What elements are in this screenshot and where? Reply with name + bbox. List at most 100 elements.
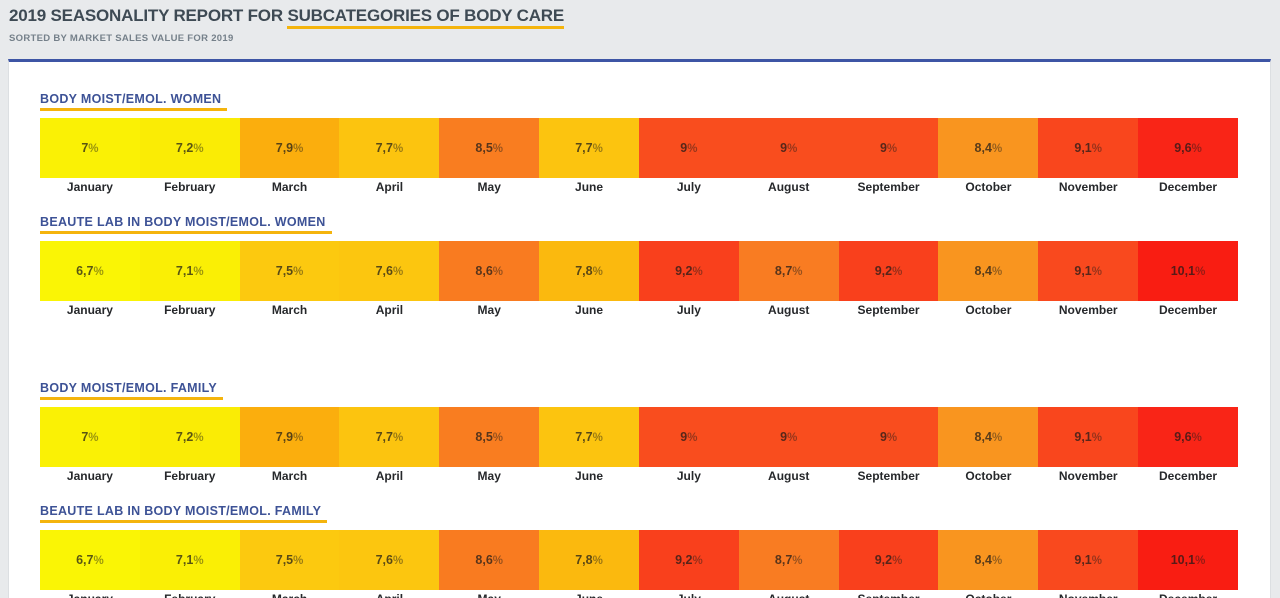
- month-label: April: [375, 469, 404, 483]
- heatmap-cell[interactable]: 9,2%: [638, 530, 739, 590]
- cell-value: 9,1%: [1074, 553, 1102, 567]
- heatmap-cell[interactable]: 7,2%: [139, 118, 240, 178]
- page-title-prefix: 2019 SEASONALITY REPORT FOR: [9, 6, 283, 25]
- heatmap-cell[interactable]: 9%: [838, 407, 939, 467]
- heatmap-cell[interactable]: 7,7%: [339, 407, 440, 467]
- month-label: September: [857, 180, 920, 194]
- heatmap-cell[interactable]: 7%: [40, 407, 140, 467]
- report-header: 2019 SEASONALITY REPORT FOR SUBCATEGORIE…: [0, 0, 1280, 44]
- month-label: February: [164, 469, 216, 483]
- month-label: February: [164, 303, 216, 317]
- heatmap-cell[interactable]: 7,7%: [339, 118, 440, 178]
- cell-value: 10,1%: [1170, 264, 1206, 278]
- cell-value: 9,1%: [1074, 264, 1102, 278]
- heatmap-cell[interactable]: 8,5%: [439, 407, 540, 467]
- heatmap-cell[interactable]: 7,7%: [539, 118, 639, 178]
- month-label: December: [1159, 469, 1218, 483]
- cell-value: 7,7%: [575, 141, 603, 155]
- month-label: July: [676, 469, 701, 483]
- cell-value: 9,1%: [1074, 141, 1102, 155]
- cell-value: 7%: [81, 430, 99, 444]
- cell-value: 7,7%: [375, 430, 404, 444]
- cell-value: 7,9%: [275, 430, 304, 444]
- heatmap-cell[interactable]: 7,8%: [539, 241, 639, 301]
- category-groups: BODY MOIST/EMOL. WOMEN 7% 7,2% 7,9% 7,7% 8,5…: [40, 90, 1238, 598]
- heatmap-cell[interactable]: 9,1%: [1038, 118, 1139, 178]
- month-labels-row: January February March April May June July Augu…: [40, 469, 1238, 484]
- month-label: December: [1138, 592, 1238, 598]
- heatmap-cell[interactable]: 8,6%: [439, 241, 540, 301]
- month-label: August: [768, 469, 810, 483]
- heatmap-cell[interactable]: 8,4%: [938, 241, 1039, 301]
- heatmap-cell[interactable]: 6,7%: [40, 241, 140, 301]
- heatmap-cell[interactable]: 6,7%: [40, 530, 140, 590]
- heatmap-cell[interactable]: 10,1%: [1138, 241, 1238, 301]
- heatmap-cell[interactable]: 7,2%: [139, 407, 240, 467]
- month-label: May: [439, 592, 539, 598]
- cell-value: 8,6%: [475, 553, 504, 567]
- heatmap-cell[interactable]: 9,1%: [1038, 241, 1139, 301]
- month-label: June: [575, 180, 604, 194]
- heatmap-cell[interactable]: 9,6%: [1138, 407, 1238, 467]
- heatmap-cell[interactable]: 9%: [638, 118, 739, 178]
- heatmap-cell[interactable]: 8,5%: [439, 118, 540, 178]
- heatmap-cell[interactable]: 7%: [40, 118, 140, 178]
- month-label: January: [40, 592, 140, 598]
- cell-value: 8,7%: [774, 553, 803, 567]
- heatmap-cell[interactable]: 9,1%: [1038, 530, 1139, 590]
- month-label: November: [1058, 303, 1118, 317]
- month-label: September: [857, 469, 920, 483]
- heatmap-cell[interactable]: 9,2%: [838, 241, 939, 301]
- month-label: October: [965, 469, 1012, 483]
- month-label: February: [140, 592, 240, 598]
- heatmap-cell[interactable]: 10,1%: [1138, 530, 1238, 590]
- month-label: October: [938, 592, 1038, 598]
- heatmap-cell[interactable]: 7,5%: [239, 241, 340, 301]
- category-group: BODY MOIST/EMOL. FAMILY 7% 7,2% 7,9% 7,7% 8,…: [40, 379, 1238, 598]
- heatmap-cell[interactable]: 9%: [638, 407, 739, 467]
- cell-value: 7,5%: [275, 553, 304, 567]
- heatmap-cell[interactable]: 8,7%: [738, 241, 839, 301]
- heatmap-cell[interactable]: 9,6%: [1138, 118, 1238, 178]
- cell-value: 9%: [680, 141, 698, 155]
- heatmap-cell[interactable]: 9,2%: [638, 241, 739, 301]
- cell-value: 9,6%: [1174, 430, 1202, 444]
- category-title[interactable]: BEAUTE LAB IN BODY MOIST/EMOL. WOMEN: [40, 216, 332, 234]
- cell-value: 9%: [680, 430, 698, 444]
- heatmap-cell[interactable]: 7,8%: [539, 530, 639, 590]
- heatmap-cell[interactable]: 7,5%: [239, 530, 340, 590]
- heatmap-cell[interactable]: 9,2%: [838, 530, 939, 590]
- heatmap-cell[interactable]: 8,4%: [938, 118, 1039, 178]
- heatmap-cell[interactable]: 9%: [838, 118, 939, 178]
- heatmap-cell[interactable]: 7,7%: [539, 407, 639, 467]
- category-section: BODY MOIST/EMOL. WOMEN 7% 7,2% 7,9% 7,7% 8,5…: [40, 90, 1238, 195]
- category-title[interactable]: BODY MOIST/EMOL. FAMILY: [40, 382, 224, 400]
- heatmap-cell[interactable]: 9,1%: [1038, 407, 1139, 467]
- heatmap-cell[interactable]: 7,9%: [239, 118, 340, 178]
- month-label: May: [477, 180, 501, 194]
- heatmap-cell[interactable]: 8,4%: [938, 407, 1039, 467]
- month-label: July: [639, 592, 739, 598]
- month-label: December: [1159, 303, 1218, 317]
- cell-value: 8,4%: [974, 264, 1003, 278]
- cell-value: 9%: [879, 141, 898, 155]
- cell-value: 9,2%: [675, 553, 703, 567]
- heatmap-cell[interactable]: 9%: [738, 118, 839, 178]
- heatmap-cell[interactable]: 7,9%: [239, 407, 340, 467]
- heatmap-cell[interactable]: 9%: [738, 407, 839, 467]
- category-title[interactable]: BEAUTE LAB IN BODY MOIST/EMOL. FAMILY: [40, 505, 328, 523]
- seasonality-heatmap-bar: 7% 7,2% 7,9% 7,7% 8,5% 7,7% 9% 9% 9% 8,4% 9,1% 9,6%: [40, 407, 1238, 467]
- heatmap-cell[interactable]: 7,1%: [139, 530, 240, 590]
- category-title[interactable]: BODY MOIST/EMOL. WOMEN: [40, 93, 228, 111]
- category-section: BODY MOIST/EMOL. FAMILY 7% 7,2% 7,9% 7,7% 8,…: [40, 379, 1238, 484]
- category-group: BODY MOIST/EMOL. WOMEN 7% 7,2% 7,9% 7,7% 8,5…: [40, 90, 1238, 318]
- heatmap-cell[interactable]: 8,6%: [439, 530, 540, 590]
- month-label: December: [1159, 180, 1218, 194]
- heatmap-cell[interactable]: 8,7%: [738, 530, 839, 590]
- cell-value: 8,5%: [475, 430, 504, 444]
- heatmap-cell[interactable]: 7,6%: [339, 241, 440, 301]
- heatmap-cell[interactable]: 7,1%: [139, 241, 240, 301]
- heatmap-cell[interactable]: 7,6%: [339, 530, 440, 590]
- heatmap-cell[interactable]: 8,4%: [938, 530, 1039, 590]
- cell-value: 6,7%: [76, 264, 104, 278]
